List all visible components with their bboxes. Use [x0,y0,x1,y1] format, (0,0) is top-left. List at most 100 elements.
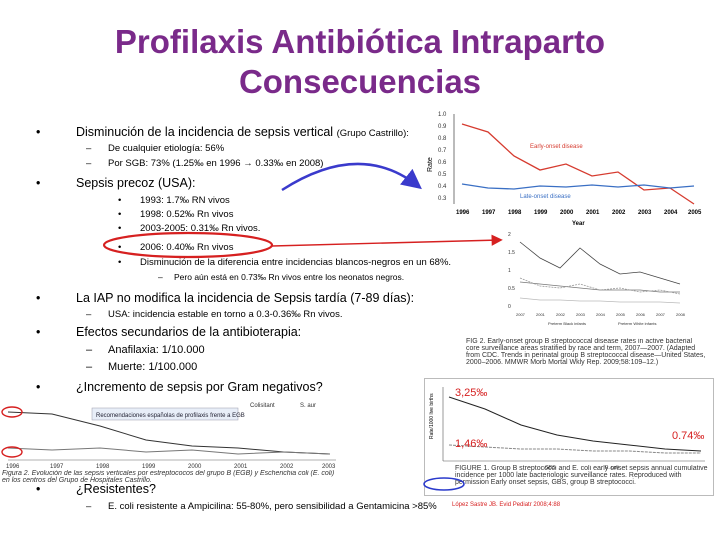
bullet-dot: • [36,325,41,339]
chart1-ylabel: Rate [427,157,434,172]
chart4-line-ecoli [7,447,331,455]
chart2-line-term-white [519,297,681,304]
chart1-xtick: 1996 [456,210,470,216]
chart4-xtick: 1998 [96,464,110,470]
early-2006-text: 2006: 0.40‰ Rn vivos [140,242,234,253]
chart4-xtick: 1997 [50,464,64,470]
bullet-gram-negative-text: ¿Incremento de sepsis por Gram negativos… [76,380,323,394]
sub-ecoli-resistance-text: E. coli resistente a Ampicilina: 55-80%,… [108,501,437,512]
sub-late-usa-text: USA: incidencia estable en torno a 0.3-0… [108,309,343,320]
chart2-xtick: 2007 [656,312,666,317]
early-2003-text: 2003-2005: 0.31‰ Rn vivos. [140,223,261,234]
chart2-line-preterm-white [519,277,681,295]
bullet-dot: • [36,482,41,496]
page-title: Profilaxis Antibiótica Intraparto Consec… [0,22,720,102]
chart1-xtick: 1999 [534,210,548,216]
chart4-legend: Colisitant [250,403,275,409]
sub-sgb-text: Por SGB: 73% (1.25‰ en 1996 → 0.33‰ en 2… [108,158,324,169]
chart4-xtick: 1996 [6,464,20,470]
chart4-xtick: 1999 [142,464,156,470]
sub-death-text: Muerte: 1/100.000 [108,361,198,373]
chart4-xtick: 2002 [280,464,294,470]
chart2-xtick: 2005 [616,312,626,317]
annotation-right-rate: 0.74‰ [672,430,705,442]
sub-ecoli-reference: López Sastre JB. Evid Pediatr 2008;4:88 [452,502,561,508]
chart1-xtick: 2005 [688,210,702,216]
chart4-highlight-ring [1,446,23,458]
bullet-early-sepsis-text: Sepsis precoz (USA): [76,176,196,190]
chart2-ytick: 1 [508,268,511,274]
chart2-caption: FIG 2. Early-onset group B streptococcal… [466,338,706,366]
chart1-xtick: 2000 [560,210,574,216]
chart3-line-gbs [448,396,702,452]
chart-gbs-ecoli-svg: Rate/1000 live births GBS E. coli [429,387,705,471]
annotation-high-rate: 3,25‰ [455,387,488,399]
chart1-xtick: 2001 [586,210,600,216]
chart1-ytick: 0.5 [438,172,447,178]
chart4-highlight-ring [1,406,23,418]
chart4-caption: Figura 2. Evolución de las sepsis vertic… [2,470,335,484]
chart4-header: Recomendaciones españolas de profilaxis … [96,413,245,419]
chart2-legend: Preterm White infants [618,321,656,326]
chart1-ytick: 1.0 [438,112,447,118]
chart4-xtick: 2000 [188,464,202,470]
chart2-line-preterm-black [519,241,681,285]
arrow-to-race-chart [271,234,503,247]
chart1-ytick: 0.3 [438,196,447,202]
chart4-xtick: 2001 [234,464,248,470]
chart3-caption: FIGURE 1. Group B streptococci and E. co… [455,465,708,486]
chart4-line-egb [7,411,331,455]
sub-any-etiology-text: De cualquier etiología: 56% [108,143,225,154]
early-race-black-text: Pero aún está en 0.73‰ Rn vivos entre lo… [174,272,405,282]
bullet-dot: • [36,176,41,190]
chart1-xlabel: Year [572,221,585,227]
chart1-ytick: 0.6 [438,160,447,166]
chart3-legend: E. coli [605,465,619,471]
early-1993-text: 1993: 1.7‰ RN vivos [140,195,230,206]
chart4-xtick: 2003 [322,464,336,470]
chart1-ytick: 0.8 [438,136,447,142]
chart1-xtick: 2004 [664,210,678,216]
bullet-dot: • [36,380,41,394]
chart2-ytick: 1.5 [508,250,515,256]
chart1-ytick: 0.9 [438,124,447,130]
chart3-line-ecoli [448,444,701,454]
chart-incidence-trend-svg: Rate 1.0 0.9 0.8 0.7 0.6 0.5 0.4 0.3 Ear… [427,112,702,227]
bullet-dot: • [36,291,41,305]
early-race-difference-text: Disminución de la diferencia entre incid… [140,257,452,268]
chart1-xtick: 1998 [508,210,522,216]
chart1-late-label: Late-onset disease [520,194,571,200]
bullet-sepsis-reduction-source: (Grupo Castrillo): [336,128,409,139]
early-1998-text: 1998: 0.52‰ Rn vivos [140,209,234,220]
chart2-legend: Preterm Black infants [548,321,586,326]
chart2-ytick: 0 [508,304,511,310]
bullet-resistant-text: ¿Resistentes? [76,482,156,496]
chart2-ytick: 2 [508,232,511,238]
bullet-dot: • [36,125,41,139]
sub-anaphylaxis-text: Anafilaxia: 1/10.000 [108,344,205,356]
chart-race-term-svg: 2 1.5 1 0.5 0 2007 2001 2002 2003 2004 2… [508,232,686,326]
chart-castrillo-svg: Recomendaciones españolas de profilaxis … [1,403,336,470]
title-line-1: Profilaxis Antibiótica Intraparto [114,23,606,60]
chart3-legend: GBS [545,465,556,471]
chart3-ylabel: Rate/1000 live births [429,393,435,439]
chart1-xtick: 1997 [482,210,496,216]
chart2-xtick: 2007 [516,312,526,317]
chart4-legend: S. aur [300,403,316,409]
chart2-xtick: 2008 [676,312,686,317]
chart2-xtick: 2006 [636,312,646,317]
chart-incidence-trend: Rate 1.0 0.9 0.8 0.7 0.6 0.5 0.4 0.3 Ear… [426,110,708,228]
chart1-early-label: Early-onset disease [530,144,583,150]
chart2-xtick: 2002 [556,312,566,317]
title-line-2: Consecuencias [238,63,482,100]
annotation-low-rate: 1,46‰ [455,438,488,450]
chart-gbs-ecoli: Rate/1000 live births GBS E. coli FIGURE… [424,378,714,496]
chart-castrillo: Recomendaciones españolas de profilaxis … [0,398,344,494]
chart1-ytick: 0.4 [438,184,447,190]
chart2-xtick: 2004 [596,312,606,317]
chart-race-term: 2 1.5 1 0.5 0 2007 2001 2002 2003 2004 2… [508,228,708,328]
chart1-late-line [461,183,695,190]
chart1-xtick: 2003 [638,210,652,216]
bullet-late-sepsis-text: La IAP no modifica la incidencia de Seps… [76,291,415,305]
chart1-early-line [461,123,695,205]
